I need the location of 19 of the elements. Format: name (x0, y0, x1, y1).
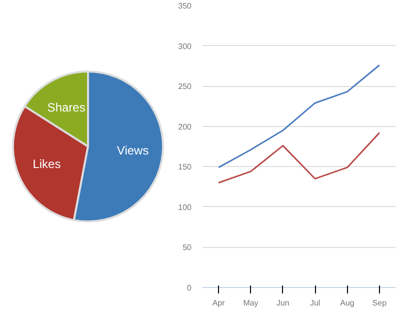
line-series (218, 64, 380, 168)
line-series (218, 132, 380, 184)
y-tick-label: 50 (182, 243, 192, 252)
x-tick-label: Jul (310, 298, 320, 308)
y-tick-label: 200 (178, 122, 192, 132)
y-tick-label: 100 (178, 202, 192, 212)
x-tick-label: Apr (212, 298, 226, 308)
x-tick-label: May (243, 298, 258, 308)
x-tick-label: Sep (372, 298, 388, 308)
x-tick-label: Jun (276, 298, 290, 308)
slice-label: Shares (47, 100, 86, 114)
y-tick-label: 350 (178, 2, 192, 10)
y-tick-label: 250 (178, 82, 192, 92)
y-tick-label: 150 (178, 162, 192, 172)
y-tick-label: 300 (178, 42, 192, 51)
y-tick-label: 0 (187, 284, 192, 292)
slice-label: Likes (32, 157, 61, 172)
x-tick-label: Aug (340, 298, 354, 308)
slice-label: Views (116, 144, 149, 158)
